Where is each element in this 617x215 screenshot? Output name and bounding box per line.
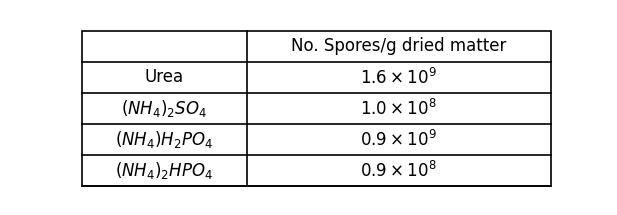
- Text: $1.6 \times 10^{9}$: $1.6 \times 10^{9}$: [360, 67, 437, 88]
- Text: $0.9 \times 10^{9}$: $0.9 \times 10^{9}$: [360, 130, 437, 150]
- Text: $0.9 \times 10^{8}$: $0.9 \times 10^{8}$: [360, 161, 437, 181]
- Text: $1.0 \times 10^{8}$: $1.0 \times 10^{8}$: [360, 98, 437, 119]
- Text: Urea: Urea: [145, 68, 184, 86]
- Text: $(NH_4)_2SO_4$: $(NH_4)_2SO_4$: [122, 98, 207, 119]
- Text: $(NH_4)H_2PO_4$: $(NH_4)H_2PO_4$: [115, 129, 213, 150]
- Text: $(NH_4)_2HPO_4$: $(NH_4)_2HPO_4$: [115, 160, 213, 181]
- Text: No. Spores/g dried matter: No. Spores/g dried matter: [291, 37, 507, 55]
